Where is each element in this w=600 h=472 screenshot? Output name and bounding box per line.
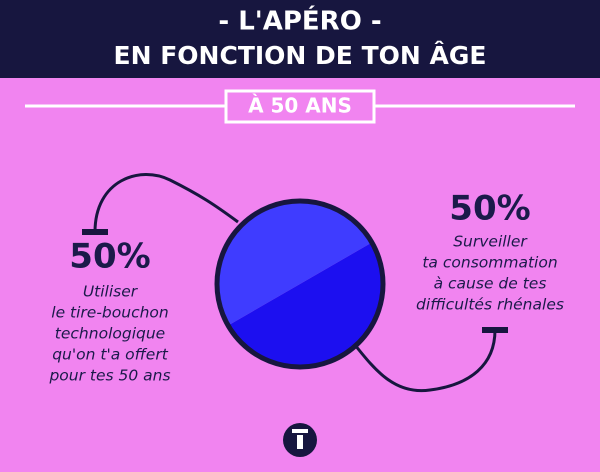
value-label: 50% (449, 189, 530, 229)
chart-title: - L'APÉRO - (218, 5, 381, 37)
slice-label: difficultés rhénales (416, 296, 564, 314)
chart-subtitle: EN FONCTION DE TON ÂGE (114, 41, 487, 70)
slice-label: pour tes 50 ans (48, 367, 170, 385)
slice-label: technologique (55, 325, 165, 343)
slice-label: Utiliser (83, 283, 139, 301)
slice-label: ta consommation (422, 254, 557, 272)
slice-label: qu'on t'a offert (52, 346, 168, 364)
pie (216, 200, 383, 367)
pie-slice (216, 200, 372, 326)
logo-mark (292, 429, 308, 433)
logo-mark (297, 435, 303, 449)
header-band (0, 0, 600, 78)
slice-label: Surveiller (453, 233, 528, 251)
connector (353, 329, 497, 393)
slice-label: à cause de tes (434, 275, 547, 293)
badge-box (224, 89, 376, 124)
pie-outline (214, 198, 386, 370)
badge: À 50 ANS (248, 94, 352, 118)
pie-slice (228, 242, 383, 367)
slice-label: le tire-bouchon (51, 304, 168, 322)
value-label: 50% (69, 237, 150, 277)
connector (93, 172, 239, 233)
